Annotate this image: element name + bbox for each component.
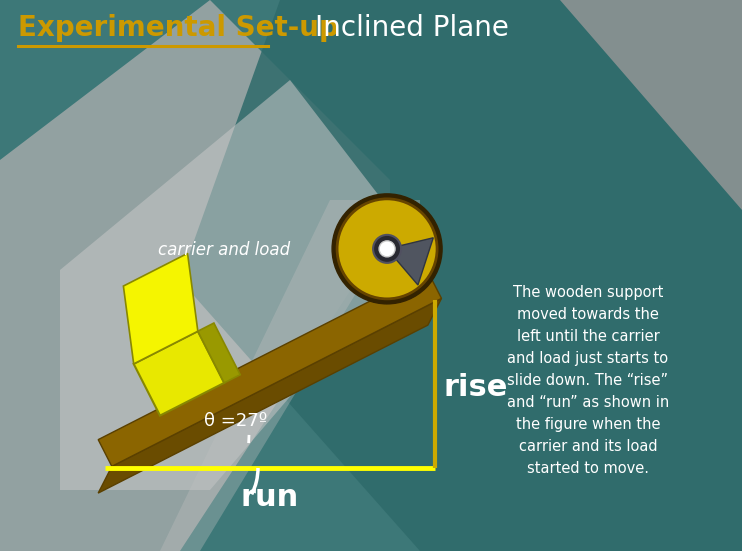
Polygon shape: [369, 277, 417, 304]
Text: moved towards the: moved towards the: [517, 307, 659, 322]
Text: carrier and load: carrier and load: [158, 241, 290, 259]
Polygon shape: [98, 272, 441, 466]
Polygon shape: [198, 323, 240, 383]
Text: and “run” as shown in: and “run” as shown in: [507, 395, 669, 410]
Text: The wooden support: The wooden support: [513, 285, 663, 300]
Polygon shape: [160, 200, 420, 551]
Text: slide down. The “rise”: slide down. The “rise”: [508, 373, 669, 388]
Circle shape: [379, 241, 395, 257]
Circle shape: [337, 199, 437, 299]
Circle shape: [332, 194, 442, 304]
Text: and load just starts to: and load just starts to: [508, 351, 669, 366]
Polygon shape: [387, 238, 433, 285]
Polygon shape: [60, 80, 390, 490]
Polygon shape: [180, 0, 742, 551]
Polygon shape: [123, 253, 198, 364]
Text: run: run: [241, 483, 299, 512]
Polygon shape: [0, 0, 390, 551]
Text: the figure when the: the figure when the: [516, 417, 660, 432]
Text: Experimental Set-up: Experimental Set-up: [18, 14, 339, 42]
Text: started to move.: started to move.: [527, 461, 649, 476]
Circle shape: [373, 235, 401, 263]
Text: rise: rise: [443, 373, 508, 402]
Text: carrier and its load: carrier and its load: [519, 439, 657, 454]
Polygon shape: [134, 331, 224, 415]
Polygon shape: [98, 299, 441, 493]
Text: Inclined Plane: Inclined Plane: [315, 14, 509, 42]
Text: left until the carrier: left until the carrier: [516, 329, 660, 344]
Polygon shape: [560, 0, 742, 210]
Text: θ =27º: θ =27º: [204, 412, 267, 430]
